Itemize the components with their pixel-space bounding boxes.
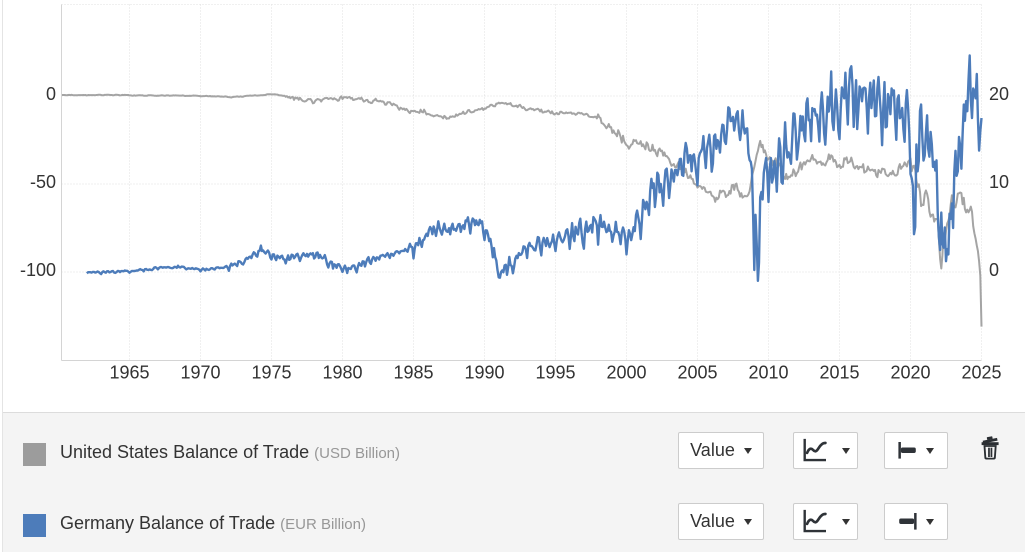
svg-text:1995: 1995 (535, 363, 575, 383)
svg-text:2015: 2015 (819, 363, 859, 383)
svg-text:1970: 1970 (180, 363, 220, 383)
svg-text:-100: -100 (20, 260, 56, 280)
svg-text:2020: 2020 (890, 363, 930, 383)
svg-text:0: 0 (989, 260, 999, 280)
svg-text:0: 0 (46, 84, 56, 104)
svg-text:1975: 1975 (251, 363, 291, 383)
svg-text:10: 10 (989, 172, 1009, 192)
svg-text:1985: 1985 (393, 363, 433, 383)
svg-text:-50: -50 (30, 172, 56, 192)
svg-text:1980: 1980 (322, 363, 362, 383)
svg-text:2000: 2000 (606, 363, 646, 383)
svg-text:20: 20 (989, 84, 1009, 104)
svg-text:2025: 2025 (961, 363, 1001, 383)
svg-text:2005: 2005 (677, 363, 717, 383)
svg-text:1965: 1965 (109, 363, 149, 383)
svg-text:1990: 1990 (464, 363, 504, 383)
svg-text:2010: 2010 (748, 363, 788, 383)
